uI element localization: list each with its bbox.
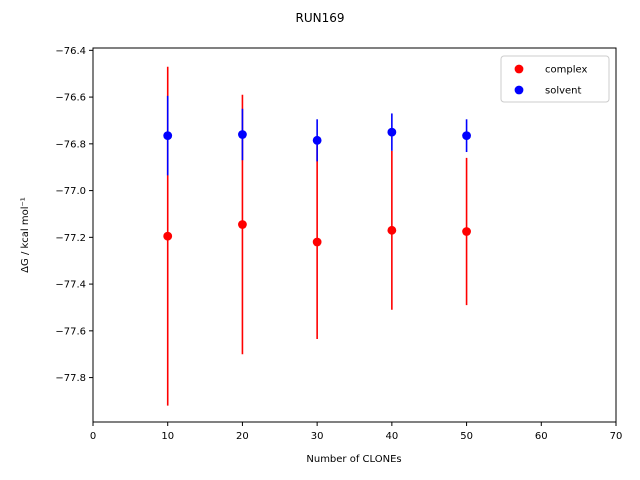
chart-title: RUN169: [295, 11, 344, 25]
data-point-solvent: [163, 131, 173, 141]
x-tick-label: 50: [460, 431, 473, 442]
y-axis: −77.8 −77.6 −77.4 −77.2 −77.0 −76.8 −76.6 −76.4: [55, 46, 93, 384]
legend: complex solvent: [500, 55, 610, 103]
y-axis-label: ΔG / kcal mol⁻¹: [20, 197, 31, 273]
legend-marker-complex: [514, 64, 524, 74]
x-tick-label: 20: [236, 431, 249, 442]
legend-label-solvent: solvent: [545, 86, 582, 97]
x-axis: 0 10 20 30 40 50 60 70: [90, 422, 623, 442]
data-point-solvent: [312, 135, 322, 145]
x-tick-label: 10: [161, 431, 174, 442]
plot-area: [163, 66, 471, 406]
x-axis-label: Number of CLONEs: [306, 454, 401, 465]
legend-box: [500, 55, 610, 103]
y-tick-label: −77.2: [55, 233, 86, 244]
y-tick-label: −76.4: [55, 46, 86, 57]
x-tick-label: 30: [311, 431, 324, 442]
data-point-solvent: [387, 127, 397, 137]
plot-frame: [92, 47, 617, 423]
data-point-solvent: [238, 130, 247, 139]
legend-label-complex: complex: [545, 65, 587, 76]
data-point-complex: [387, 225, 397, 235]
legend-marker-solvent: [514, 85, 524, 95]
data-point-solvent: [462, 131, 471, 141]
x-tick-label: 0: [90, 431, 96, 442]
y-tick-label: −76.6: [55, 93, 86, 104]
data-point-complex: [312, 237, 322, 247]
x-tick-label: 40: [385, 431, 398, 442]
data-point-complex: [462, 227, 471, 236]
y-tick-label: −77.4: [55, 280, 86, 291]
y-tick-label: −77.0: [55, 186, 86, 197]
data-point-complex: [163, 231, 173, 241]
data-point-complex: [238, 220, 247, 229]
y-tick-label: −77.6: [55, 326, 86, 337]
x-tick-label: 60: [535, 431, 548, 442]
y-tick-label: −77.8: [55, 373, 86, 384]
x-tick-label: 70: [610, 431, 623, 442]
y-tick-label: −76.8: [55, 139, 86, 150]
